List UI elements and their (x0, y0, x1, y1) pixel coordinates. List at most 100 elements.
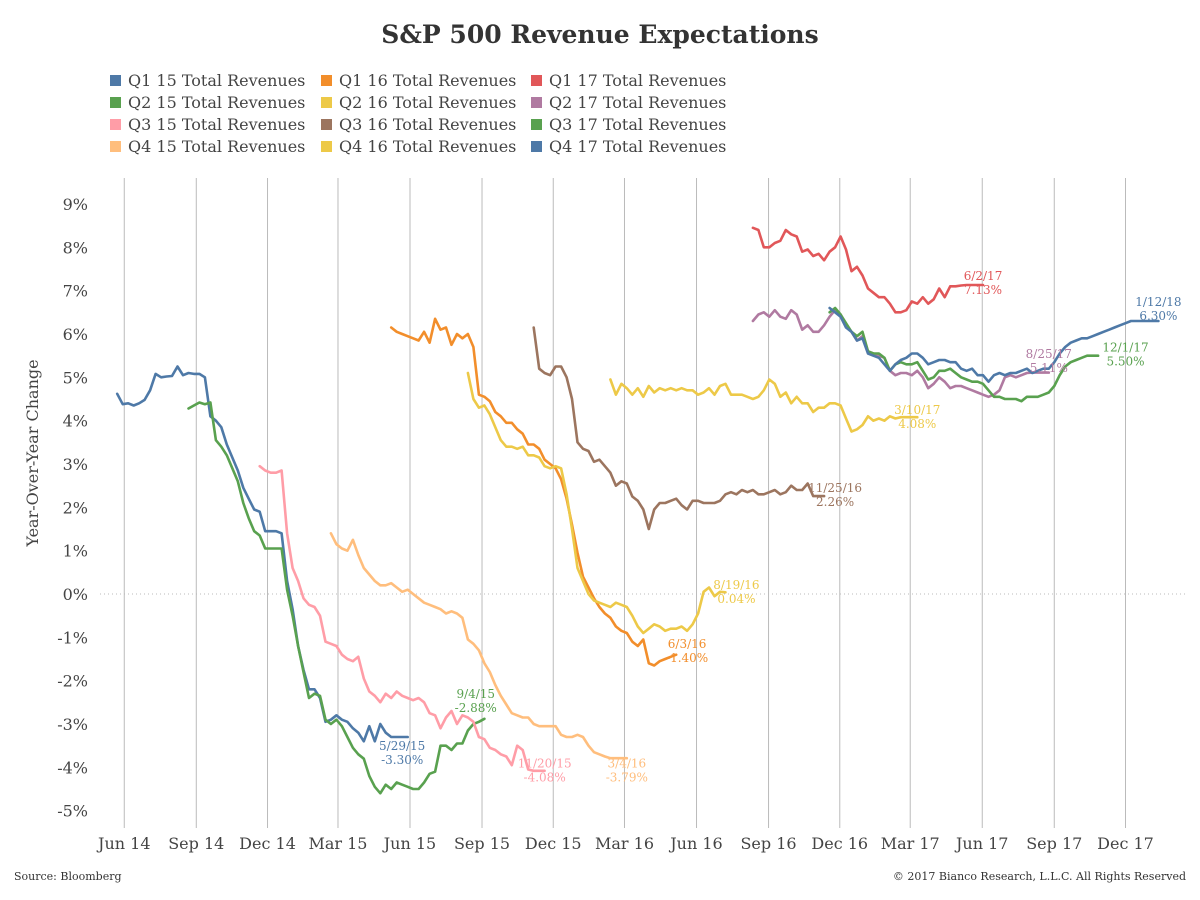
legend-swatch (110, 119, 121, 130)
annotation-value: -4.08% (524, 770, 566, 784)
y-tick-label: 7% (63, 282, 88, 301)
legend-label: Q3 16 Total Revenues (339, 115, 516, 134)
annotation-date: 3/10/17 (894, 403, 940, 417)
y-tick-label: -1% (57, 628, 88, 647)
legend-swatch (531, 119, 542, 130)
y-tick-label: -2% (57, 672, 88, 691)
x-tick-label: Sep 17 (1026, 834, 1082, 853)
legend-label: Q1 17 Total Revenues (549, 71, 726, 90)
legend-label: Q1 16 Total Revenues (339, 71, 516, 90)
legend-swatch (110, 75, 121, 86)
series-line-q3-17-total-revenues (828, 306, 1100, 403)
series-line-q3-16-total-revenues (532, 326, 826, 531)
x-tick-label: Jun 16 (668, 834, 722, 853)
annotation-value: 7.13% (964, 283, 1002, 297)
annotation-date: 8/25/17 (1026, 347, 1072, 361)
y-tick-label: 3% (63, 455, 88, 474)
legend-swatch (531, 97, 542, 108)
x-tick-label: Mar 17 (881, 834, 940, 853)
x-tick-label: Mar 15 (308, 834, 367, 853)
series-line-q4-15-total-revenues (329, 532, 629, 760)
series-line-q3-15-total-revenues (258, 464, 546, 773)
annotation-value: -2.88% (455, 701, 497, 715)
x-tick-label: Sep 15 (454, 834, 510, 853)
legend-label: Q3 17 Total Revenues (549, 115, 726, 134)
y-tick-label: 8% (63, 238, 88, 257)
annotation-date: 3/4/16 (608, 756, 647, 770)
y-tick-label: 0% (63, 585, 88, 604)
legend-swatch (531, 75, 542, 86)
copyright-note: © 2017 Bianco Research, L.L.C. All Right… (893, 870, 1186, 883)
annotation-value: 0.04% (717, 592, 755, 606)
annotation-date: 11/25/16 (808, 481, 862, 495)
annotation-date: 5/29/15 (379, 739, 425, 753)
y-tick-label: 6% (63, 325, 88, 344)
y-tick-label: -3% (57, 715, 88, 734)
legend-swatch (531, 141, 542, 152)
annotation-value: -1.40% (666, 651, 708, 665)
annotation-value: 4.08% (898, 417, 936, 431)
legend-label: Q4 17 Total Revenues (549, 137, 726, 156)
grid (100, 178, 1185, 828)
series-line-q4-16-total-revenues (609, 378, 919, 433)
y-tick-label: 5% (63, 368, 88, 387)
series-line-q1-17-total-revenues (751, 226, 985, 314)
annotation-value: 2.26% (816, 495, 854, 509)
legend-swatch (110, 141, 121, 152)
legend-label: Q3 15 Total Revenues (128, 115, 305, 134)
y-tick-label: -5% (57, 802, 88, 821)
x-tick-label: Jun 14 (96, 834, 150, 853)
y-tick-label: 1% (63, 542, 88, 561)
series-line-q2-16-total-revenues (466, 371, 727, 635)
annotation-value: -3.79% (606, 770, 648, 784)
legend-swatch (321, 141, 332, 152)
legend-label: Q2 16 Total Revenues (339, 93, 516, 112)
annotation-value: -3.30% (381, 753, 423, 767)
series-line-q2-17-total-revenues (751, 308, 1051, 399)
annotation-date: 6/3/16 (668, 637, 707, 651)
x-tick-label: Dec 15 (525, 834, 582, 853)
legend-swatch (321, 119, 332, 130)
y-axis-ticks: -5% -4% -3% -2% -1% 0% 1% 2% 3% 4% 5% 6% 7% 8% 9% (57, 195, 88, 821)
series-line-q4-17-total-revenues (828, 306, 1160, 383)
series-line-q1-16-total-revenues (389, 317, 678, 667)
legend-label: Q4 16 Total Revenues (339, 137, 516, 156)
legend-label: Q4 15 Total Revenues (128, 137, 305, 156)
annotation-date: 11/20/15 (518, 756, 572, 770)
annotation-value: 6.30% (1139, 309, 1177, 323)
y-axis-label: Year-Over-Year Change (23, 359, 42, 547)
annotation-value: 5.50% (1106, 354, 1144, 368)
source-note: Source: Bloomberg (14, 870, 122, 883)
legend-swatch (321, 97, 332, 108)
x-tick-label: Jun 15 (382, 834, 436, 853)
y-tick-label: 2% (63, 498, 88, 517)
y-tick-label: 4% (63, 412, 88, 431)
legend: Q1 15 Total Revenues Q2 15 Total Revenues… (110, 71, 726, 156)
legend-label: Q2 15 Total Revenues (128, 93, 305, 112)
series-lines (115, 226, 1160, 795)
annotation-date: 9/4/15 (456, 687, 495, 701)
x-tick-label: Sep 14 (168, 834, 224, 853)
x-tick-label: Jun 17 (954, 834, 1008, 853)
x-axis-ticks: Jun 14 Sep 14 Dec 14 Mar 15 Jun 15 Sep 15 Dec … (96, 834, 1154, 853)
chart-title: S&P 500 Revenue Expectations (381, 20, 818, 49)
legend-label: Q1 15 Total Revenues (128, 71, 305, 90)
annotation-date: 12/1/17 (1102, 340, 1148, 354)
x-tick-label: Dec 14 (239, 834, 296, 853)
series-line-q1-15-total-revenues (115, 365, 409, 743)
legend-swatch (110, 97, 121, 108)
y-tick-label: 9% (63, 195, 88, 214)
x-tick-label: Sep 16 (740, 834, 796, 853)
legend-swatch (321, 75, 332, 86)
annotations: 5/29/15-3.30% 9/4/15-2.88% 11/20/15-4.08% 3… (379, 269, 1181, 784)
series-line-q2-15-total-revenues (187, 401, 486, 795)
legend-label: Q2 17 Total Revenues (549, 93, 726, 112)
y-tick-label: -4% (57, 758, 88, 777)
annotation-value: 5.11% (1030, 361, 1068, 375)
annotation-date: 8/19/16 (713, 578, 759, 592)
x-tick-label: Mar 16 (595, 834, 654, 853)
x-tick-label: Dec 16 (811, 834, 868, 853)
annotation-date: 6/2/17 (964, 269, 1003, 283)
x-tick-label: Dec 17 (1097, 834, 1154, 853)
